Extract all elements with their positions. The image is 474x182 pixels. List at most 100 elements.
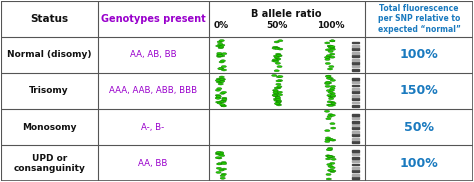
- Text: Genotypes present: Genotypes present: [101, 14, 206, 24]
- Circle shape: [221, 91, 227, 93]
- Circle shape: [215, 89, 220, 91]
- Circle shape: [216, 167, 221, 169]
- Circle shape: [330, 40, 335, 42]
- Circle shape: [326, 178, 331, 180]
- Circle shape: [330, 46, 335, 48]
- Circle shape: [277, 80, 283, 82]
- Circle shape: [327, 155, 332, 157]
- Circle shape: [329, 53, 335, 55]
- Circle shape: [218, 47, 223, 49]
- Circle shape: [328, 45, 333, 47]
- Circle shape: [219, 55, 225, 57]
- Circle shape: [329, 47, 335, 49]
- Bar: [352, 55, 358, 57]
- Circle shape: [330, 123, 335, 125]
- Bar: [352, 131, 358, 133]
- Bar: [352, 59, 358, 61]
- Circle shape: [325, 137, 330, 139]
- Circle shape: [330, 94, 336, 96]
- Bar: [352, 134, 358, 136]
- Circle shape: [217, 163, 222, 165]
- Circle shape: [328, 78, 333, 80]
- Bar: [352, 167, 358, 169]
- Text: AA, AB, BB: AA, AB, BB: [130, 50, 176, 59]
- Circle shape: [215, 94, 220, 96]
- Circle shape: [275, 98, 281, 100]
- Bar: [352, 84, 358, 86]
- Circle shape: [219, 78, 225, 80]
- Circle shape: [330, 87, 335, 89]
- Circle shape: [330, 127, 336, 129]
- Circle shape: [325, 42, 330, 44]
- Bar: [352, 78, 358, 80]
- Circle shape: [274, 103, 280, 104]
- Text: 50%: 50%: [404, 121, 434, 134]
- Bar: [352, 150, 358, 152]
- Circle shape: [327, 101, 332, 103]
- Circle shape: [327, 77, 331, 79]
- Circle shape: [277, 66, 282, 68]
- Circle shape: [326, 75, 331, 77]
- Circle shape: [328, 96, 333, 98]
- Bar: [352, 66, 358, 67]
- Circle shape: [276, 101, 281, 103]
- Bar: [352, 117, 358, 119]
- Circle shape: [274, 41, 279, 43]
- Circle shape: [328, 114, 333, 116]
- Circle shape: [219, 104, 225, 106]
- Circle shape: [325, 82, 330, 84]
- Circle shape: [329, 89, 335, 91]
- Circle shape: [325, 62, 330, 64]
- Circle shape: [276, 76, 282, 78]
- Circle shape: [325, 49, 330, 51]
- Circle shape: [218, 43, 223, 45]
- Circle shape: [327, 163, 332, 165]
- Circle shape: [216, 153, 221, 155]
- Circle shape: [216, 171, 221, 173]
- Circle shape: [277, 94, 283, 96]
- Circle shape: [276, 101, 282, 103]
- Circle shape: [278, 48, 283, 50]
- Circle shape: [273, 92, 278, 94]
- Text: 150%: 150%: [400, 84, 438, 98]
- Bar: [352, 98, 358, 100]
- Circle shape: [325, 83, 330, 85]
- Circle shape: [273, 55, 279, 57]
- Circle shape: [328, 149, 333, 151]
- Circle shape: [221, 69, 227, 71]
- Circle shape: [273, 98, 279, 100]
- Circle shape: [326, 155, 331, 157]
- Circle shape: [219, 101, 224, 103]
- Bar: [352, 105, 358, 107]
- Circle shape: [273, 89, 278, 91]
- Circle shape: [222, 97, 227, 99]
- Circle shape: [325, 141, 330, 143]
- Circle shape: [329, 66, 334, 68]
- Circle shape: [326, 81, 331, 83]
- Circle shape: [331, 139, 336, 141]
- Circle shape: [325, 75, 330, 77]
- Circle shape: [330, 167, 335, 169]
- Circle shape: [328, 91, 333, 93]
- Circle shape: [215, 97, 220, 99]
- Circle shape: [221, 66, 227, 68]
- Bar: [352, 114, 358, 116]
- Circle shape: [274, 70, 279, 72]
- Circle shape: [273, 90, 278, 92]
- Circle shape: [331, 102, 336, 104]
- Circle shape: [328, 45, 333, 47]
- Circle shape: [216, 45, 221, 47]
- Circle shape: [276, 104, 282, 106]
- Text: Trisomy: Trisomy: [29, 86, 69, 96]
- Circle shape: [276, 54, 282, 56]
- Circle shape: [275, 53, 281, 55]
- Circle shape: [221, 161, 226, 163]
- Circle shape: [274, 87, 279, 89]
- Circle shape: [330, 40, 335, 42]
- Circle shape: [275, 96, 280, 98]
- Circle shape: [331, 170, 336, 172]
- Text: Normal (disomy): Normal (disomy): [7, 50, 91, 59]
- Circle shape: [328, 155, 333, 157]
- Circle shape: [276, 80, 281, 82]
- Circle shape: [217, 157, 222, 159]
